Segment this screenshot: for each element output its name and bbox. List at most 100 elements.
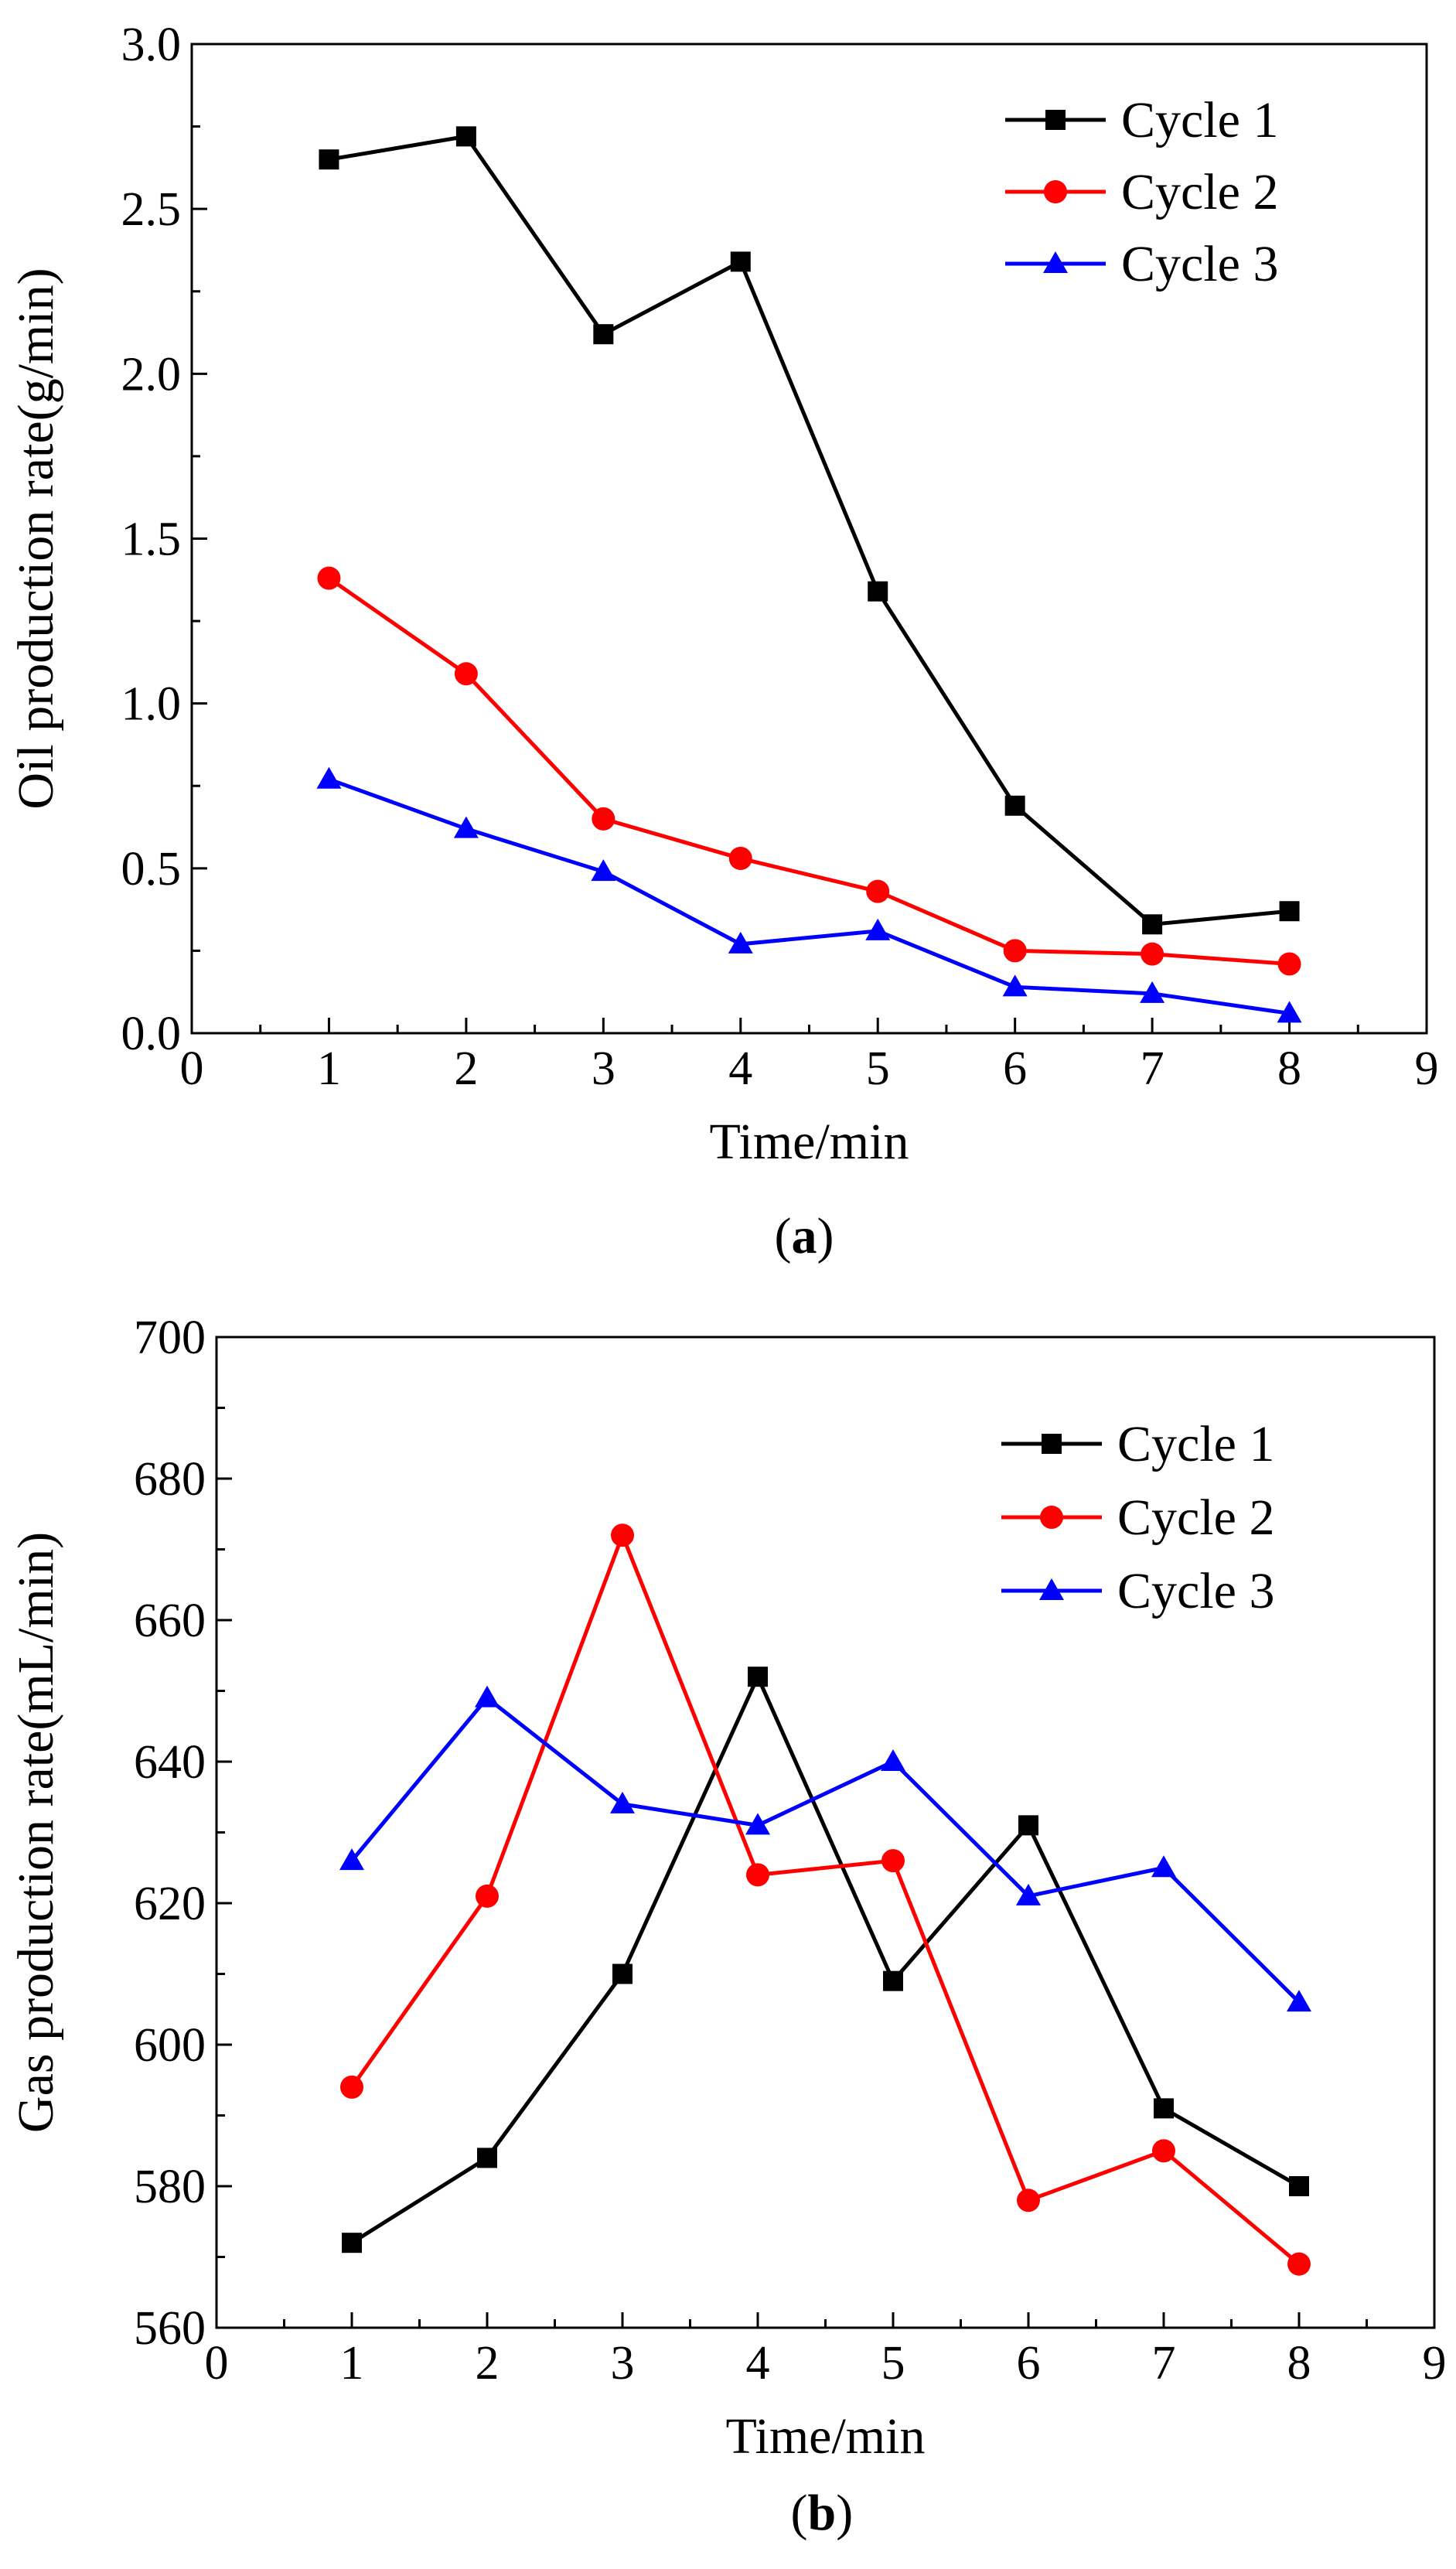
chart-a-series-1-point <box>1279 901 1300 922</box>
chart-b-series-3-point <box>745 1813 770 1835</box>
chart-b-x-tick-label: 5 <box>881 2337 905 2390</box>
chart-a-legend-marker-2 <box>1044 180 1067 203</box>
chart-a-series-3-line <box>328 777 1290 1015</box>
chart-a-series-2-point <box>317 566 341 590</box>
chart-a-y-tick-label: 3.0 <box>121 19 182 71</box>
chart-a-y-tick-label: 1.0 <box>121 678 182 731</box>
chart-b-y-tick-label: 600 <box>134 2019 206 2072</box>
chart-a-series-1-point <box>868 581 888 602</box>
chart-a-series-2-point <box>866 879 890 903</box>
chart-b-series-2-point <box>476 1884 499 1908</box>
chart-a-y-tick-label: 2.0 <box>121 348 182 401</box>
chart-b-x-tick-label: 7 <box>1152 2337 1176 2390</box>
chart-a-series-2-point <box>454 662 478 686</box>
chart-b-series-2-point <box>340 2075 363 2099</box>
chart-b-series-3-point <box>881 1749 905 1771</box>
chart-b-legend-label-1: Cycle 1 <box>1117 1416 1274 1472</box>
chart-b-caption-close: ) <box>836 2485 853 2541</box>
chart-a-series-2-point <box>1141 942 1164 966</box>
chart-b-series-3-point <box>1016 1883 1041 1905</box>
chart-b-series-2-point <box>746 1863 769 1887</box>
chart-b-series-2-point <box>881 1849 905 1873</box>
chart-b-legend-marker-2 <box>1040 1506 1063 1529</box>
chart-b-y-tick-label: 700 <box>134 1312 206 1364</box>
chart-a-x-axis-title: Time/min <box>710 1114 909 1170</box>
chart-a-series-1-point <box>1004 795 1025 816</box>
chart-a-x-tick-label: 6 <box>1003 1042 1027 1095</box>
chart-b: 0 1 2 3 4 5 6 7 8 9 560 580 600 620 640 660 680 700 Time/m… <box>0 1284 1456 2569</box>
chart-a-x-tick-label: 9 <box>1415 1042 1439 1095</box>
chart-b-x-tick-label: 6 <box>1017 2337 1041 2390</box>
chart-a-legend-marker-3 <box>1043 251 1068 273</box>
chart-a-series-3-point <box>728 931 753 954</box>
chart-b-legend-marker-3 <box>1039 1578 1064 1600</box>
chart-a-series-1 <box>319 126 1300 935</box>
chart-a-legend: Cycle 1 Cycle 2 Cycle 3 <box>1005 92 1278 292</box>
chart-b-series-3-line <box>350 1696 1301 2004</box>
chart-a-legend-label-1: Cycle 1 <box>1121 92 1278 148</box>
chart-b-series-1-point <box>342 2233 362 2253</box>
chart-a-series-3-point <box>316 766 342 789</box>
chart-a-series-1-point <box>593 324 614 345</box>
chart-b-series-1-point <box>1289 2176 1309 2196</box>
chart-b-series-2-point <box>1017 2189 1040 2212</box>
chart-a-series-3-point <box>865 918 891 940</box>
chart-b-x-tick-label: 8 <box>1287 2337 1311 2390</box>
chart-b-x-tick-label: 1 <box>340 2337 364 2390</box>
chart-b-series-2 <box>340 1523 1311 2276</box>
chart-b-x-tick-label: 3 <box>611 2337 635 2390</box>
chart-b-y-tick-label: 580 <box>134 2161 206 2213</box>
chart-b-y-tick-label: 560 <box>134 2302 206 2355</box>
chart-a-x-tick-label: 0 <box>180 1042 204 1095</box>
chart-a-x-tick-label: 2 <box>454 1042 478 1095</box>
chart-a-x-tick-label: 1 <box>317 1042 341 1095</box>
chart-a-series-3-point <box>1140 981 1165 1003</box>
chart-b-series-1-point <box>883 1970 903 1991</box>
chart-b-legend-label-2: Cycle 2 <box>1117 1489 1274 1546</box>
chart-a-y-tick-label: 1.5 <box>121 513 182 566</box>
chart-a-series-1-point <box>455 126 476 147</box>
chart-b-caption-letter: b <box>807 2485 836 2541</box>
chart-b-y-axis-title: Gas production rate(mL/min) <box>8 1532 64 2133</box>
chart-a-series-1-point <box>319 149 339 170</box>
chart-b-series-1-point <box>612 1963 633 1984</box>
chart-b-legend-label-3: Cycle 3 <box>1117 1563 1274 1619</box>
chart-b-series-2-point <box>1287 2252 1311 2276</box>
chart-a-series-2-point <box>1003 939 1027 963</box>
chart-a-x-tick-label: 3 <box>592 1042 615 1095</box>
chart-b-caption-open: ( <box>791 2485 808 2541</box>
chart-a-series-1-point <box>1142 914 1163 935</box>
chart-b-series-1 <box>342 1667 1309 2253</box>
chart-a-series-3-point <box>591 859 616 882</box>
chart-a-series-2-line <box>328 576 1290 966</box>
chart-b-x-tick-label: 9 <box>1423 2337 1447 2390</box>
chart-b-series-2-point <box>1152 2139 1175 2163</box>
chart-a-series-2-point <box>1277 952 1301 976</box>
chart-b-series-3 <box>339 1685 1311 2012</box>
chart-b-series-1-point <box>477 2148 497 2168</box>
chart-b-series-1-point <box>1154 2098 1174 2119</box>
chart-b-caption: (b) <box>791 2485 854 2541</box>
chart-a-series-3-point <box>1277 1001 1302 1023</box>
chart-b-x-tick-label: 4 <box>746 2337 770 2390</box>
chart-a-caption-letter: a <box>791 1208 817 1264</box>
chart-a-caption-open: ( <box>775 1208 792 1264</box>
chart-a: 0 1 2 3 4 5 6 7 8 9 0.0 0.5 1.0 1.5 2.0 2.5 3.0 Time/min O… <box>0 0 1456 1284</box>
chart-b-y-tick-label: 660 <box>134 1595 206 1647</box>
chart-a-series-2-point <box>592 807 615 831</box>
chart-b-series-3-point <box>339 1848 364 1871</box>
chart-b-y-tick-label: 640 <box>134 1736 206 1789</box>
chart-b-series-3-point <box>1151 1855 1176 1878</box>
chart-a-y-axis-title: Oil production rate(g/min) <box>8 268 64 809</box>
chart-b-y-tick-label: 620 <box>134 1878 206 1930</box>
chart-b-svg: 0 1 2 3 4 5 6 7 8 9 560 580 600 620 640 660 680 700 Time/m… <box>8 1312 1447 2541</box>
chart-b-series-1-line <box>350 1674 1301 2245</box>
chart-a-series-3-point <box>1002 974 1028 997</box>
chart-a-series-2 <box>317 566 1301 976</box>
chart-b-legend-marker-1 <box>1042 1434 1062 1454</box>
chart-b-legend: Cycle 1 Cycle 2 Cycle 3 <box>1001 1416 1274 1619</box>
chart-a-x-tick-label: 8 <box>1277 1042 1301 1095</box>
chart-a-x-tick-label: 4 <box>728 1042 752 1095</box>
chart-a-legend-label-3: Cycle 3 <box>1121 236 1278 292</box>
chart-a-series-1-point <box>730 251 751 272</box>
